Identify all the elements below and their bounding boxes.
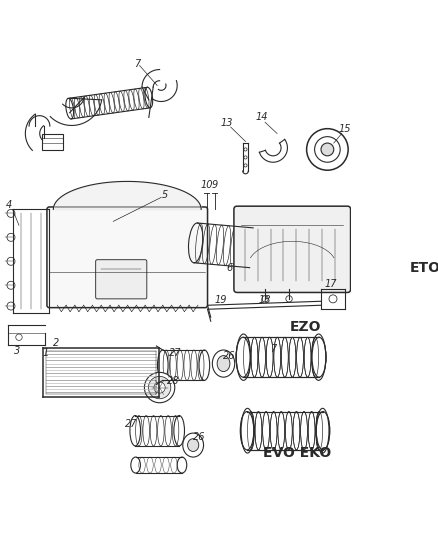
Text: 26: 26 xyxy=(193,432,206,442)
Text: 14: 14 xyxy=(256,112,268,123)
Circle shape xyxy=(7,233,15,241)
Ellipse shape xyxy=(212,350,235,377)
Ellipse shape xyxy=(311,334,326,381)
Text: 13: 13 xyxy=(220,118,233,128)
Circle shape xyxy=(7,209,15,217)
Text: 5: 5 xyxy=(162,190,168,200)
Text: EVO EKO: EVO EKO xyxy=(263,446,331,460)
Ellipse shape xyxy=(177,457,187,473)
Text: 18: 18 xyxy=(259,295,271,305)
Circle shape xyxy=(321,143,334,156)
Ellipse shape xyxy=(187,439,199,451)
FancyBboxPatch shape xyxy=(95,260,147,299)
Ellipse shape xyxy=(148,376,171,399)
Bar xyxy=(42,134,63,150)
Text: 4: 4 xyxy=(6,200,13,211)
Text: 19: 19 xyxy=(215,295,227,305)
Text: 6: 6 xyxy=(226,263,232,273)
Text: ETO: ETO xyxy=(410,261,438,274)
Text: 7: 7 xyxy=(270,344,276,354)
Text: 26: 26 xyxy=(223,351,235,361)
Circle shape xyxy=(7,257,15,265)
Circle shape xyxy=(7,302,15,310)
Ellipse shape xyxy=(154,382,165,393)
Text: 9: 9 xyxy=(212,180,218,190)
FancyBboxPatch shape xyxy=(234,206,350,293)
Ellipse shape xyxy=(237,334,251,381)
Text: 3: 3 xyxy=(14,346,21,356)
Text: 27: 27 xyxy=(170,348,182,358)
Text: 7: 7 xyxy=(134,59,140,69)
Ellipse shape xyxy=(131,457,141,473)
Ellipse shape xyxy=(183,433,204,457)
Text: 10: 10 xyxy=(201,180,213,190)
Ellipse shape xyxy=(241,408,254,453)
Text: 1: 1 xyxy=(42,348,49,358)
Ellipse shape xyxy=(316,408,329,453)
Circle shape xyxy=(314,136,340,162)
Ellipse shape xyxy=(217,356,230,372)
Circle shape xyxy=(307,128,348,170)
Text: 27: 27 xyxy=(124,418,137,429)
Ellipse shape xyxy=(145,373,175,403)
Text: 17: 17 xyxy=(325,279,337,289)
Text: EZO: EZO xyxy=(289,320,321,334)
Circle shape xyxy=(7,281,15,289)
Text: 15: 15 xyxy=(339,125,351,134)
Text: 28: 28 xyxy=(167,376,180,386)
Text: 2: 2 xyxy=(53,338,59,348)
FancyBboxPatch shape xyxy=(47,207,208,308)
